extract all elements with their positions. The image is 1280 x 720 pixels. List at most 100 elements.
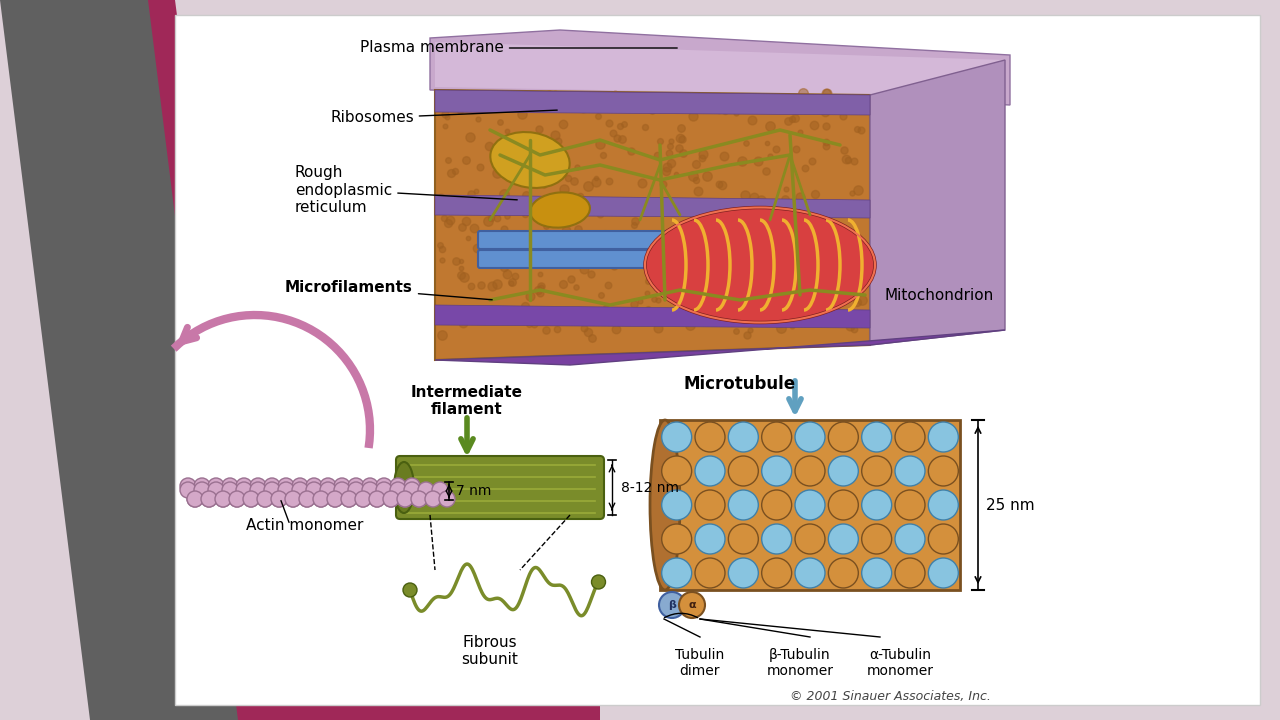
- Circle shape: [271, 491, 287, 507]
- Polygon shape: [870, 60, 1005, 345]
- Circle shape: [306, 482, 323, 498]
- Polygon shape: [435, 90, 870, 115]
- Circle shape: [411, 491, 428, 507]
- Circle shape: [340, 491, 357, 507]
- Circle shape: [278, 482, 294, 498]
- Circle shape: [728, 524, 758, 554]
- Text: Ribosomes: Ribosomes: [330, 110, 557, 125]
- Circle shape: [300, 491, 315, 507]
- Circle shape: [390, 478, 406, 494]
- Circle shape: [404, 478, 420, 494]
- Circle shape: [828, 490, 859, 520]
- Circle shape: [695, 524, 724, 554]
- FancyBboxPatch shape: [175, 15, 1260, 705]
- Circle shape: [195, 482, 210, 498]
- Circle shape: [355, 491, 371, 507]
- Text: Tubulin
dimer: Tubulin dimer: [676, 648, 724, 678]
- Circle shape: [243, 491, 259, 507]
- Circle shape: [828, 456, 859, 486]
- Ellipse shape: [645, 207, 876, 323]
- Circle shape: [762, 456, 791, 486]
- Circle shape: [861, 490, 892, 520]
- Circle shape: [728, 422, 758, 452]
- Circle shape: [369, 491, 385, 507]
- Circle shape: [762, 422, 791, 452]
- Circle shape: [795, 490, 826, 520]
- Circle shape: [662, 524, 691, 554]
- Circle shape: [678, 592, 705, 618]
- Circle shape: [383, 491, 399, 507]
- Circle shape: [928, 490, 959, 520]
- Circle shape: [201, 491, 218, 507]
- Text: Rough
endoplasmic
reticulum: Rough endoplasmic reticulum: [294, 165, 517, 215]
- Circle shape: [928, 524, 959, 554]
- Circle shape: [411, 491, 428, 507]
- Circle shape: [861, 422, 892, 452]
- Text: Intermediate
filament: Intermediate filament: [411, 385, 524, 418]
- Ellipse shape: [394, 462, 413, 513]
- Circle shape: [285, 491, 301, 507]
- Circle shape: [795, 524, 826, 554]
- Circle shape: [895, 456, 925, 486]
- Circle shape: [895, 490, 925, 520]
- Circle shape: [320, 482, 335, 498]
- Text: 7 nm: 7 nm: [456, 484, 492, 498]
- Polygon shape: [430, 30, 1010, 105]
- Circle shape: [180, 478, 196, 494]
- Circle shape: [187, 491, 204, 507]
- Circle shape: [207, 478, 224, 494]
- Circle shape: [383, 491, 399, 507]
- Text: Microfilaments: Microfilaments: [285, 281, 493, 300]
- Ellipse shape: [650, 420, 680, 590]
- Circle shape: [895, 524, 925, 554]
- Circle shape: [397, 491, 413, 507]
- Circle shape: [250, 478, 266, 494]
- Text: β-Tubulin
monomer: β-Tubulin monomer: [767, 648, 833, 678]
- Circle shape: [728, 558, 758, 588]
- Polygon shape: [148, 0, 268, 720]
- Circle shape: [355, 491, 371, 507]
- Circle shape: [207, 482, 224, 498]
- Circle shape: [362, 478, 378, 494]
- Text: Mitochondrion: Mitochondrion: [884, 287, 995, 302]
- Circle shape: [180, 482, 196, 498]
- Circle shape: [695, 422, 724, 452]
- Circle shape: [257, 491, 273, 507]
- Circle shape: [314, 491, 329, 507]
- Circle shape: [425, 491, 442, 507]
- Circle shape: [928, 422, 959, 452]
- Circle shape: [828, 524, 859, 554]
- Circle shape: [662, 422, 691, 452]
- Circle shape: [376, 478, 392, 494]
- Circle shape: [314, 491, 329, 507]
- Circle shape: [828, 422, 859, 452]
- FancyBboxPatch shape: [477, 231, 812, 249]
- Circle shape: [243, 491, 259, 507]
- Circle shape: [695, 490, 724, 520]
- Circle shape: [659, 592, 685, 618]
- Circle shape: [439, 491, 454, 507]
- Circle shape: [348, 478, 364, 494]
- Circle shape: [257, 491, 273, 507]
- Circle shape: [250, 482, 266, 498]
- Circle shape: [292, 478, 308, 494]
- Circle shape: [271, 491, 287, 507]
- Circle shape: [397, 491, 413, 507]
- Circle shape: [762, 558, 791, 588]
- Polygon shape: [435, 90, 870, 360]
- Circle shape: [433, 482, 448, 498]
- Circle shape: [300, 491, 315, 507]
- Circle shape: [695, 558, 724, 588]
- Circle shape: [306, 478, 323, 494]
- Circle shape: [320, 478, 335, 494]
- Circle shape: [236, 478, 252, 494]
- Circle shape: [662, 558, 691, 588]
- Circle shape: [340, 491, 357, 507]
- Circle shape: [390, 482, 406, 498]
- Ellipse shape: [490, 132, 570, 188]
- Circle shape: [195, 478, 210, 494]
- Circle shape: [828, 558, 859, 588]
- Circle shape: [419, 482, 434, 498]
- Circle shape: [895, 422, 925, 452]
- Circle shape: [264, 478, 280, 494]
